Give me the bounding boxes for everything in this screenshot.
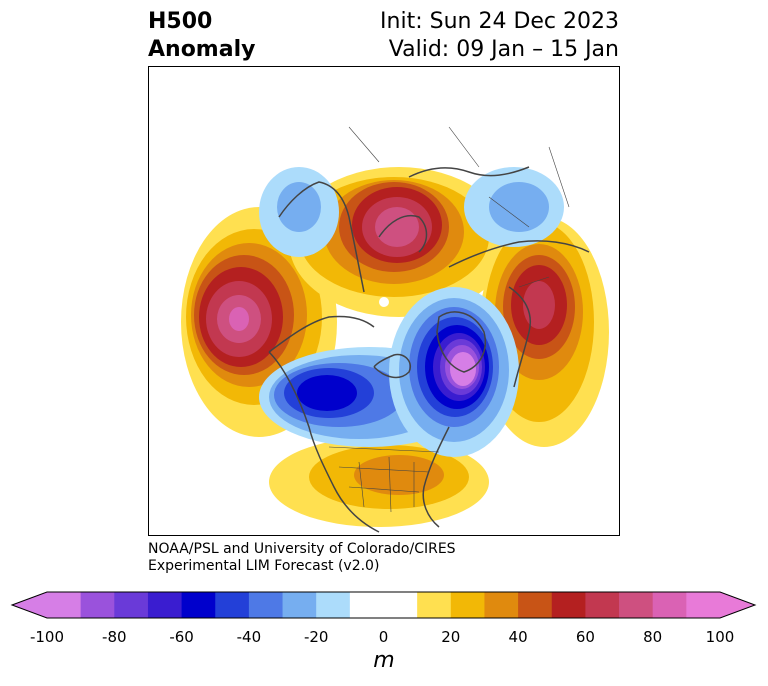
colorbar-tick-label: 0 [378, 628, 389, 646]
anomaly-southeast-high [269, 437, 489, 527]
credit-line-2: Experimental LIM Forecast (v2.0) [148, 558, 380, 574]
colorbar-segment [417, 592, 452, 618]
colorbar-segment [215, 592, 250, 618]
forecast-dates: Init: Sun 24 Dec 2023 Valid: 09 Jan – 15… [380, 8, 619, 64]
map-title: H500 Anomaly [148, 8, 255, 64]
anomaly-siberia-low [464, 167, 564, 247]
colorbar-segment [585, 592, 620, 618]
borders [328, 126, 570, 513]
colorbar-outline [10, 591, 757, 619]
map-panel [148, 66, 620, 536]
colorbar-tick-label: -40 [236, 628, 262, 646]
colorbar-tick-label: 20 [441, 628, 461, 646]
colorbar-segment [652, 592, 687, 618]
colorbar-tick-label: -60 [169, 628, 194, 646]
credit-line-1: NOAA/PSL and University of Colorado/CIRE… [148, 541, 456, 557]
credit-text: NOAA/PSL and University of Colorado/CIRE… [148, 541, 456, 575]
colorbar-segment [383, 592, 418, 618]
valid-range: Valid: 09 Jan – 15 Jan [388, 37, 619, 62]
colorbar-tick-label: 80 [643, 628, 663, 646]
colorbar-segment [248, 592, 284, 618]
colorbar-segment [518, 592, 553, 618]
pole-marker [379, 297, 389, 307]
colorbar-segment [551, 592, 586, 618]
colorbar-extend-high [720, 592, 755, 618]
colorbar-segment [484, 592, 519, 618]
colorbar-tick-label: -20 [303, 628, 329, 646]
colorbar-extend-low [12, 592, 47, 618]
colorbar-tick-label: 40 [508, 628, 528, 646]
colorbar-segment [686, 592, 721, 618]
colorbar-tick-label: -80 [102, 628, 127, 646]
title-variable: H500 [148, 9, 213, 34]
anomaly-greenland-low [389, 287, 519, 457]
anomaly-map [181, 126, 609, 533]
colorbar-segment [316, 592, 351, 618]
colorbar-unit-label: m [373, 648, 395, 673]
colorbar-segment [181, 592, 216, 618]
colorbar-segment [114, 592, 149, 618]
colorbar-segment [80, 592, 115, 618]
colorbar-segment [282, 592, 317, 618]
colorbar-segment [349, 592, 384, 618]
colorbar-tick-label: -100 [29, 628, 65, 646]
colorbar-segment [450, 592, 485, 618]
colorbar-tick-label: 100 [705, 628, 735, 646]
colorbar [10, 591, 757, 619]
title-quantity: Anomaly [148, 37, 256, 62]
colorbar-segment [147, 592, 183, 618]
colorbar-tick-label: 60 [575, 628, 595, 646]
colorbar-segment [47, 592, 82, 618]
coastlines [268, 166, 590, 533]
colorbar-segment [619, 592, 654, 618]
anomaly-northwest-low [259, 167, 339, 257]
init-date: Init: Sun 24 Dec 2023 [380, 9, 619, 34]
